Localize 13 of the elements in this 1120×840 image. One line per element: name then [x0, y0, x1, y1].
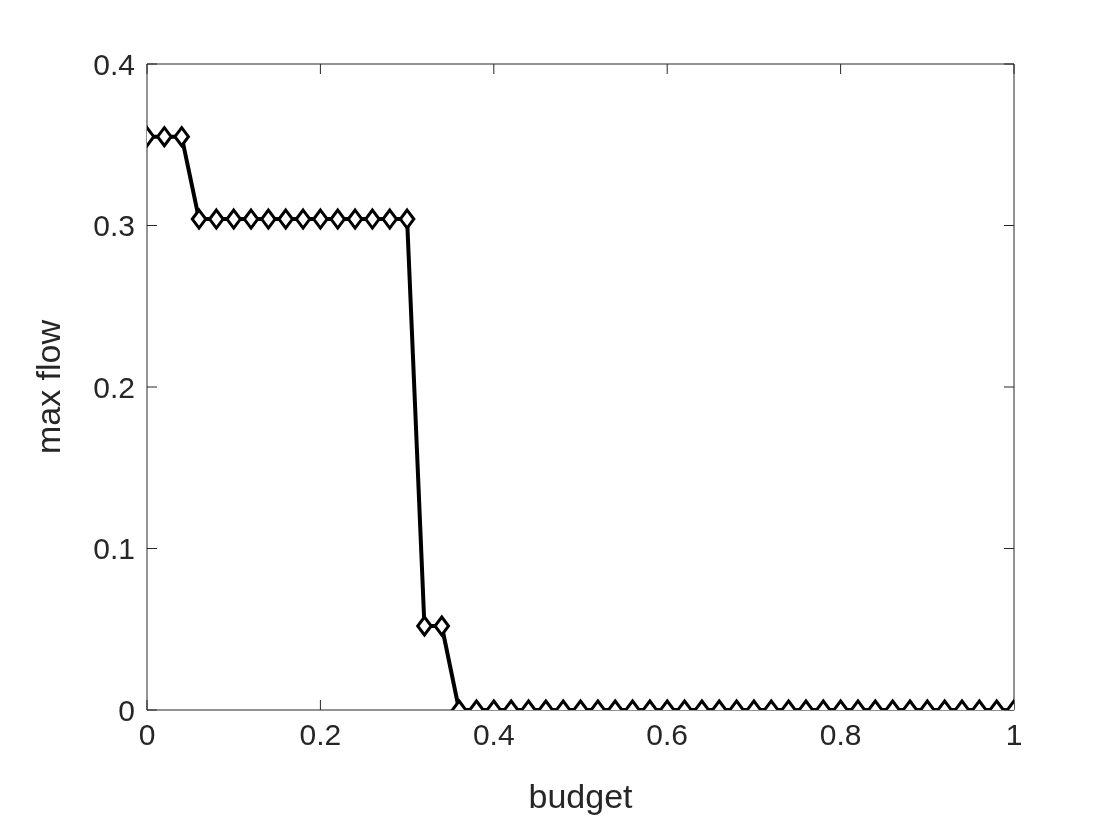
y-tick-label: 0.1	[93, 532, 135, 566]
x-tick-label: 0.8	[819, 718, 862, 752]
x-tick-label: 0.4	[472, 718, 515, 752]
y-tick-label: 0.4	[93, 47, 135, 81]
x-axis-title: budget	[528, 777, 634, 815]
x-tick-label: 0.2	[299, 718, 342, 752]
x-tick-label: 1	[1005, 718, 1023, 752]
y-tick-label: 0.3	[93, 209, 135, 243]
x-tick-label: 0.6	[646, 718, 689, 752]
y-tick-label: 0.2	[93, 370, 135, 404]
y-tick-label: 0	[118, 693, 135, 727]
y-axis-title: max flow	[29, 319, 68, 455]
x-tick-label: 0	[138, 718, 156, 752]
